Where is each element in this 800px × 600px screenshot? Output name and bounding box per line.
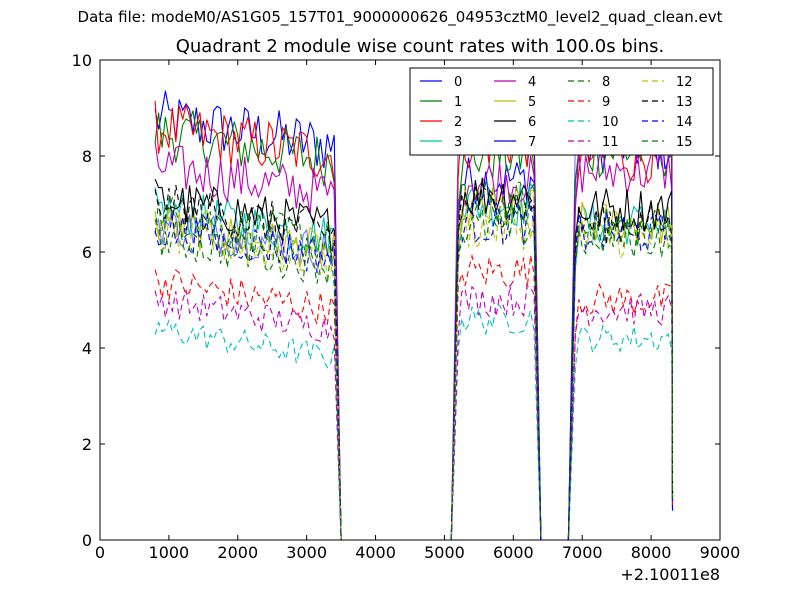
legend-label-9: 9	[602, 95, 610, 110]
legend-label-10: 10	[602, 115, 619, 130]
x-tick-label: 9000	[700, 543, 741, 562]
y-tick-label: 6	[82, 243, 92, 262]
y-tick-label: 2	[82, 435, 92, 454]
legend-label-4: 4	[528, 75, 536, 90]
legend-label-12: 12	[676, 75, 693, 90]
y-tick-label: 8	[82, 147, 92, 166]
legend-label-11: 11	[602, 135, 619, 150]
x-tick-label: 3000	[286, 543, 327, 562]
legend-label-2: 2	[454, 115, 462, 130]
chart-title: Quadrant 2 module wise count rates with …	[175, 36, 665, 57]
legend-label-5: 5	[528, 95, 536, 110]
legend-label-15: 15	[676, 135, 693, 150]
ticks: 0 1000 2000 3000 4000 5000 6000 7000 8000 9000 0 2 4…	[72, 51, 741, 562]
series-line-12	[154, 206, 674, 541]
legend-label-1: 1	[454, 95, 462, 110]
x-tick-label: 5000	[424, 543, 465, 562]
x-tick-label: 0	[95, 543, 105, 562]
series-line-10	[154, 304, 674, 541]
y-tick-label: 4	[82, 339, 92, 358]
series-line-15	[154, 205, 674, 541]
legend-label-8: 8	[602, 75, 610, 90]
x-tick-label: 6000	[493, 543, 534, 562]
x-offset-label: +2.10011e8	[620, 565, 720, 584]
series-line-4	[154, 142, 674, 541]
legend-label-3: 3	[454, 135, 462, 150]
figure-supertitle: Data file: modeM0/AS1G05_157T01_90000006…	[77, 8, 723, 26]
series-line-9	[154, 253, 674, 541]
legend-label-14: 14	[676, 115, 693, 130]
x-tick-label: 2000	[217, 543, 258, 562]
x-tick-label: 7000	[562, 543, 603, 562]
y-tick-label: 0	[82, 531, 92, 550]
legend-label-13: 13	[676, 95, 693, 110]
legend-label-6: 6	[528, 115, 536, 130]
legend-label-0: 0	[454, 75, 462, 90]
axes-frame	[99, 59, 721, 541]
series-line-2	[154, 100, 674, 541]
series-line-0	[154, 90, 674, 541]
series-line-11	[154, 284, 674, 541]
x-tick-label: 8000	[631, 543, 672, 562]
y-tick-label: 10	[72, 51, 92, 70]
legend-label-7: 7	[528, 135, 536, 150]
x-tick-label: 4000	[355, 543, 396, 562]
x-tick-label: 1000	[149, 543, 190, 562]
